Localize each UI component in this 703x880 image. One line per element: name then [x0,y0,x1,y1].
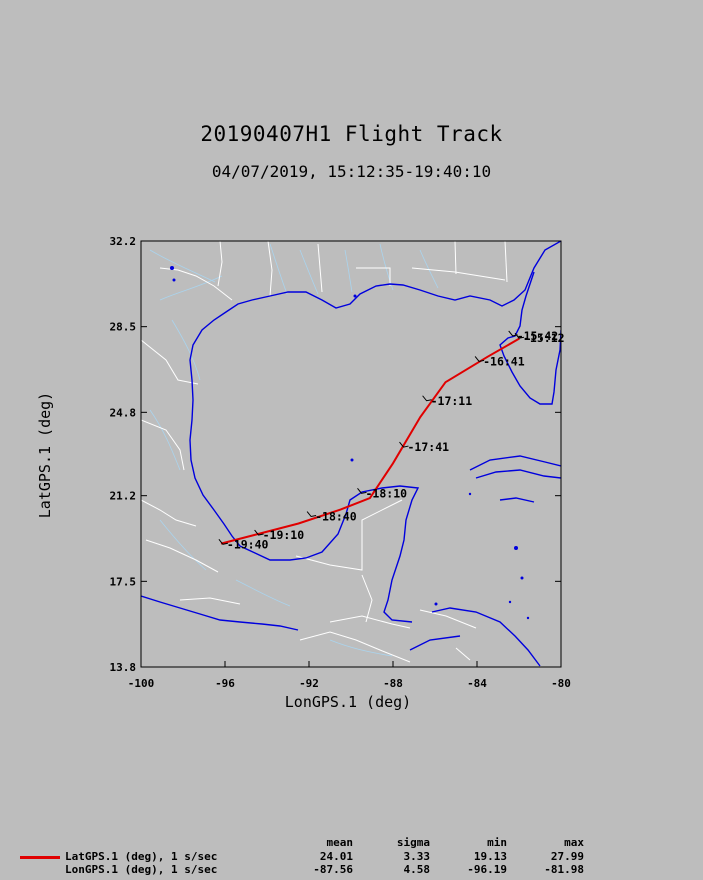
time-label: -19:40 [227,537,269,551]
y-tick-label: 24.8 [110,406,137,419]
coastline [141,241,561,667]
basemap [141,241,561,667]
stats-value: 19.13 [473,850,507,863]
islands [170,266,530,620]
time-tick-mark [218,538,228,545]
time-label: -19:10 [263,528,305,542]
time-label: -17:11 [431,394,473,408]
x-tick-label: -84 [467,677,487,690]
y-tick-label: 32.2 [110,235,137,248]
stats-header-row: mean sigma min max [0,836,703,849]
time-tick-mark [399,441,409,448]
borders [141,241,508,663]
time-marks: -15:12-15:42 -16:41 -17:11 -17:41 -18:10 -18:… [218,329,565,551]
time-label: -15:42 [517,329,559,343]
x-tick-label: -100 [128,677,155,690]
time-label: -17:41 [408,440,450,454]
stats-value: -81.98 [544,863,584,876]
x-tick-label: -96 [215,677,235,690]
time-tick-mark [508,330,518,337]
x-tick-label: -88 [383,677,403,690]
x-tick-label: -80 [551,677,571,690]
time-label: -18:40 [315,510,357,524]
y-tick-label: 13.8 [110,661,137,674]
chart-subtitle: 04/07/2019, 15:12:35-19:40:10 [211,162,492,181]
flight-track-line [220,337,520,545]
stats-row-lon: LonGPS.1 (deg), 1 s/sec -87.56 4.58 -96.… [0,863,703,876]
time-tick-mark [474,356,485,362]
time-tick-mark [422,395,432,402]
stats-header-mean: mean [326,836,354,849]
stats-header-sigma: sigma [396,836,430,849]
plot-frame [140,240,562,668]
x-axis-ticks: -100 -96 -92 -88 -84 -80 [128,661,571,690]
stats-header-max: max [564,836,584,849]
time-tick-mark [254,529,264,536]
time-label: -18:10 [366,486,408,500]
stats-value: -87.56 [313,863,353,876]
legend-line-lat [20,856,60,859]
plot-area [141,241,561,667]
y-tick-label: 17.5 [110,575,137,588]
stats-header-min: min [487,836,507,849]
x-axis-label: LonGPS.1 (deg) [285,693,411,711]
time-label: -16:41 [483,354,525,368]
stats-row-label: LatGPS.1 (deg), 1 s/sec [65,850,218,863]
y-tick-label: 21.2 [110,490,137,503]
chart-title: 20190407H1 Flight Track [200,122,503,146]
x-tick-label: -92 [299,677,319,690]
time-tick-mark [357,488,367,494]
stats-row-lat: LatGPS.1 (deg), 1 s/sec 24.01 3.33 19.13… [0,850,703,863]
stats-value: 3.33 [403,850,431,863]
y-axis-label: LatGPS.1 (deg) [36,392,54,518]
stats-value: 4.58 [403,863,431,876]
stats-value: 24.01 [319,850,353,863]
stats-value: 27.99 [550,850,584,863]
stats-row-label: LonGPS.1 (deg), 1 s/sec [65,863,218,876]
time-label: -15:12 [523,331,565,345]
y-tick-label: 28.5 [110,321,137,334]
time-tick-mark [306,511,317,518]
y-axis-ticks: 32.2 28.5 24.8 21.2 17.5 13.8 [110,235,561,674]
stats-value: -96.19 [467,863,507,876]
